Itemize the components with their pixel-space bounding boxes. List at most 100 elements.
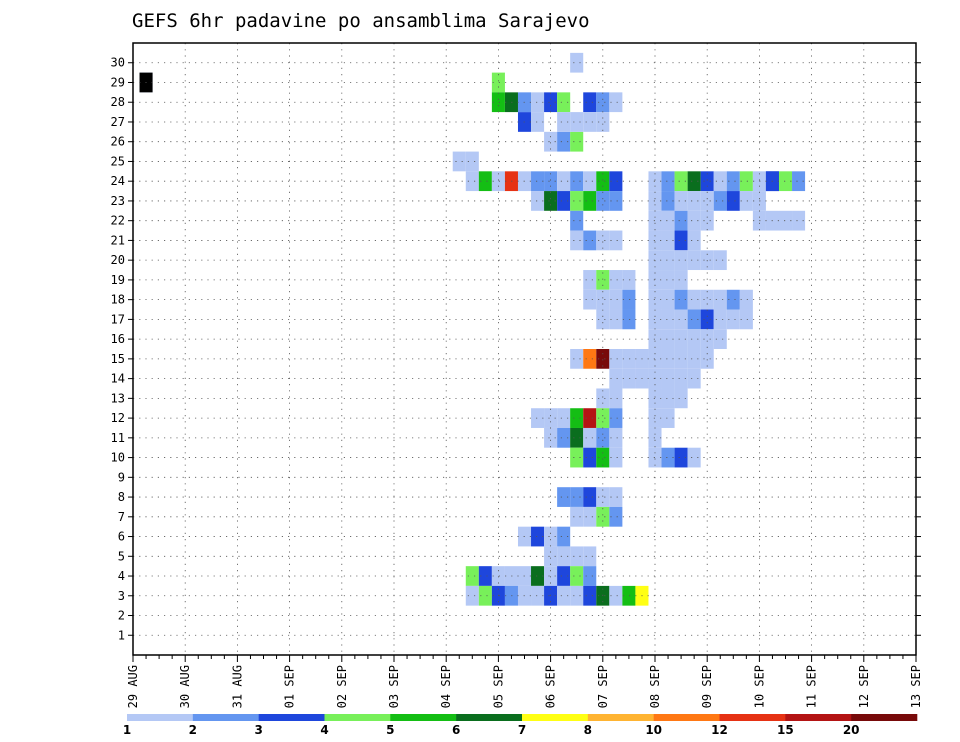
precip-cell-member-24-step-32 <box>544 171 558 192</box>
precip-cell-member-23-step-46 <box>726 191 740 211</box>
precip-cell-member-8-step-34 <box>570 487 584 507</box>
precip-cell-member-3-step-34 <box>570 585 584 606</box>
precip-cell-member-17-step-38 <box>622 309 636 330</box>
precip-cell-member-23-step-36 <box>596 191 610 211</box>
legend-label: 6 <box>452 723 460 737</box>
plot-frame <box>132 42 917 656</box>
x-tick-label: 07 SEP <box>596 665 610 708</box>
precip-cell-member-22-step-34 <box>570 210 584 231</box>
y-tick-label: 7 <box>118 510 125 524</box>
precip-cell-member-5-step-34 <box>570 546 584 567</box>
legend-swatch <box>390 714 457 721</box>
x-tick-label: 01 SEP <box>283 665 297 708</box>
precip-cell-member-24-step-35 <box>583 171 597 192</box>
precip-cell-member-4-step-26 <box>465 566 479 586</box>
precip-cell-member-24-step-41 <box>661 171 675 192</box>
precip-cell-member-25-step-26 <box>465 151 479 172</box>
y-tick-label: 30 <box>111 56 125 70</box>
legend-swatch <box>192 714 259 721</box>
precip-cell-member-4-step-33 <box>557 566 571 586</box>
precip-cell-member-7-step-34 <box>570 506 584 527</box>
y-tick-label: 5 <box>118 549 125 563</box>
precip-cell-member-15-step-38 <box>622 349 636 369</box>
y-tick-label: 19 <box>111 273 125 287</box>
x-tick-label: 02 SEP <box>335 665 349 708</box>
x-tick-label: 30 AUG <box>178 665 192 708</box>
precip-cell-member-23-step-44 <box>700 191 714 211</box>
precip-cell-member-23-step-40 <box>648 191 662 211</box>
precip-cell-member-28-step-37 <box>609 92 623 113</box>
precip-cell-member-11-step-34 <box>570 427 584 448</box>
chart-title: GEFS 6hr padavine po ansamblima Sarajevo <box>132 10 590 32</box>
precip-cell-member-22-step-40 <box>648 210 662 231</box>
precip-cell-member-24-step-43 <box>687 171 701 192</box>
precip-cell-member-24-step-37 <box>609 171 623 192</box>
precip-cell-member-21-step-35 <box>583 230 597 251</box>
precip-cell-member-20-step-45 <box>713 250 727 271</box>
precip-cell-member-4-step-28 <box>491 566 505 586</box>
legend-swatch <box>456 714 523 721</box>
precip-cell-member-28-step-28 <box>491 92 505 113</box>
precip-cell-member-23-step-43 <box>687 191 701 211</box>
precip-cell-member-12-step-40 <box>648 408 662 428</box>
y-tick-label: 4 <box>118 569 125 583</box>
precip-cell-member-23-step-31 <box>531 191 545 211</box>
precip-cell-member-23-step-47 <box>739 191 753 211</box>
legend-swatch <box>785 714 852 721</box>
x-axis: 29 AUG 30 AUG 31 AUG 01 SEP 02 SEP 03 SEP 04 S… <box>126 655 923 708</box>
precip-cell-member-21-step-43 <box>687 230 701 251</box>
precip-cell-member-23-step-35 <box>583 191 597 211</box>
precip-cell-member-22-step-41 <box>661 210 675 231</box>
precip-cell-member-24-step-27 <box>478 171 492 192</box>
precip-cell-member-16-step-44 <box>700 329 714 349</box>
precip-cell-member-21-step-40 <box>648 230 662 251</box>
precip-cell-member-24-step-50 <box>778 171 793 192</box>
precip-cell-member-27-step-35 <box>583 112 597 132</box>
legend-label: 4 <box>320 723 328 737</box>
legend-swatch <box>258 714 325 721</box>
precip-cell-member-12-step-33 <box>557 408 571 428</box>
precip-cell-member-10-step-43 <box>687 447 701 468</box>
precip-cell-member-24-step-40 <box>648 171 662 192</box>
precip-cell-member-14-step-43 <box>687 368 701 389</box>
x-tick-label: 03 SEP <box>387 665 401 708</box>
precip-cell-member-18-step-41 <box>661 289 675 310</box>
precip-cell-member-21-step-36 <box>596 230 610 251</box>
precip-cell-member-7-step-37 <box>609 506 623 527</box>
y-tick-label: 15 <box>111 352 125 366</box>
precip-cell-member-17-step-45 <box>713 309 727 330</box>
precip-cell-member-20-step-41 <box>661 250 675 271</box>
precip-cell-member-15-step-34 <box>570 349 584 369</box>
precip-cell-member-3-step-26 <box>465 585 479 606</box>
y-tick-label: 21 <box>111 233 125 247</box>
precip-cell-member-15-step-37 <box>609 349 623 369</box>
precip-cell-member-17-step-40 <box>648 309 662 330</box>
legend-label: 5 <box>386 723 394 737</box>
precip-cell-member-23-step-33 <box>557 191 571 211</box>
y-tick-label: 16 <box>111 332 125 346</box>
y-tick-label: 11 <box>111 431 125 445</box>
legend-label: 10 <box>645 723 662 737</box>
precip-cell-member-3-step-31 <box>531 585 545 606</box>
precip-cell-member-22-step-44 <box>700 210 714 231</box>
precip-cell-member-14-step-37 <box>609 368 623 389</box>
precip-cell-member-17-step-43 <box>687 309 701 330</box>
y-tick-label: 13 <box>111 391 125 405</box>
precip-cell-member-4-step-34 <box>570 566 584 586</box>
precip-cell-member-15-step-41 <box>661 349 675 369</box>
precip-cell-member-19-step-42 <box>674 270 688 290</box>
precip-cell-member-17-step-47 <box>739 309 753 330</box>
precip-cell-member-24-step-44 <box>700 171 714 192</box>
y-tick-label: 14 <box>111 372 125 386</box>
precip-cell-member-4-step-27 <box>478 566 492 586</box>
precip-cell-member-23-step-42 <box>674 191 688 211</box>
precip-cell-member-15-step-44 <box>700 349 714 369</box>
precip-cell-member-21-step-37 <box>609 230 623 251</box>
precip-cell-member-18-step-36 <box>596 289 610 310</box>
precip-cell-member-18-step-40 <box>648 289 662 310</box>
precip-cell-member-13-step-40 <box>648 388 662 409</box>
legend-label: 8 <box>584 723 592 737</box>
precip-cell-member-23-step-45 <box>713 191 727 211</box>
precip-cell-member-22-step-50 <box>778 210 793 231</box>
precip-cell-member-7-step-35 <box>583 506 597 527</box>
